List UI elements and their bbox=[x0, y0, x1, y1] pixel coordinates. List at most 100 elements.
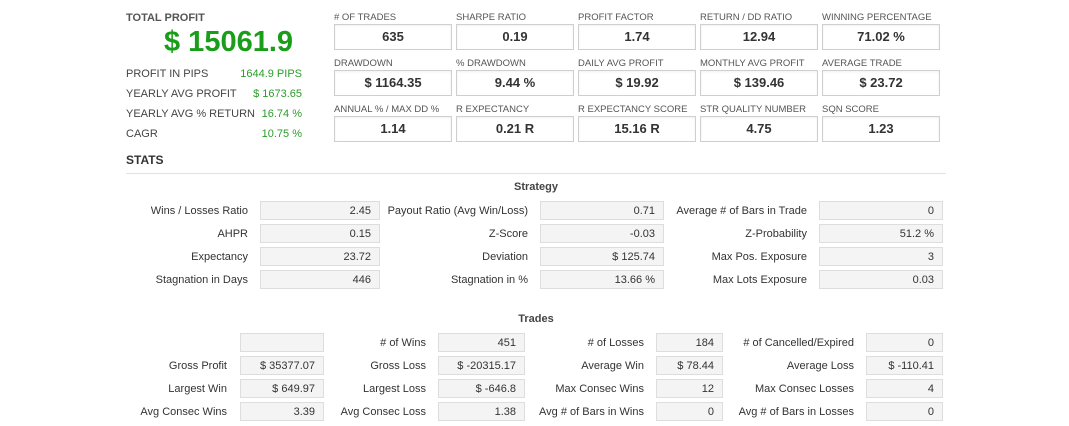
metric-card-sharpe-ratio: SHARPE RATIO 0.19 bbox=[456, 11, 574, 51]
metric-label: STR QUALITY NUMBER bbox=[700, 104, 806, 115]
strategy-value: 13.66 % bbox=[540, 270, 664, 289]
summary-row-label: PROFIT IN PIPS bbox=[126, 68, 209, 80]
metric-value: $ 139.46 bbox=[700, 70, 818, 96]
trades-value bbox=[240, 333, 324, 352]
metric-value: 635 bbox=[334, 24, 452, 50]
metric-value: 1.74 bbox=[578, 24, 696, 50]
strategy-value: 0.03 bbox=[819, 270, 943, 289]
summary-row-label: CAGR bbox=[126, 128, 158, 140]
summary-row: PROFIT IN PIPS 1644.9 PIPS bbox=[126, 68, 302, 84]
metric-card-return-dd-ratio: RETURN / DD RATIO 12.94 bbox=[700, 11, 818, 51]
metric-value: 0.21 R bbox=[456, 116, 574, 142]
metric-value: 1.14 bbox=[334, 116, 452, 142]
metric-label: RETURN / DD RATIO bbox=[700, 12, 793, 23]
metric-value: 0.19 bbox=[456, 24, 574, 50]
metric-label: R EXPECTANCY SCORE bbox=[578, 104, 688, 115]
summary-row-label: YEARLY AVG PROFIT bbox=[126, 88, 237, 100]
metric-value: $ 1164.35 bbox=[334, 70, 452, 96]
strategy-label: Z-Probability bbox=[745, 228, 807, 240]
metric-card-str-quality-number: STR QUALITY NUMBER 4.75 bbox=[700, 103, 818, 143]
trades-label: Avg # of Bars in Wins bbox=[539, 406, 644, 418]
strategy-label: Deviation bbox=[482, 251, 528, 263]
metric-label: WINNING PERCENTAGE bbox=[822, 12, 932, 23]
metric-card-monthly-avg-profit: MONTHLY AVG PROFIT $ 139.46 bbox=[700, 57, 818, 97]
strategy-label: Max Lots Exposure bbox=[712, 274, 807, 286]
strategy-value: 23.72 bbox=[260, 247, 380, 266]
metric-card-r-expectancy: R EXPECTANCY 0.21 R bbox=[456, 103, 574, 143]
trades-heading: Trades bbox=[518, 313, 554, 325]
strategy-label: Max Pos. Exposure bbox=[711, 251, 807, 263]
trades-label: Gross Profit bbox=[168, 360, 227, 372]
strategy-value: 0.71 bbox=[540, 201, 664, 220]
trades-value: 1.38 bbox=[438, 402, 525, 421]
summary-row-label: YEARLY AVG % RETURN bbox=[126, 108, 255, 120]
strategy-value: 0 bbox=[819, 201, 943, 220]
trades-label: Max Consec Losses bbox=[754, 383, 854, 395]
strategy-value: -0.03 bbox=[540, 224, 664, 243]
summary-row: YEARLY AVG PROFIT $ 1673.65 bbox=[126, 88, 302, 104]
strategy-value: 2.45 bbox=[260, 201, 380, 220]
metric-card-sqn-score: SQN SCORE 1.23 bbox=[822, 103, 940, 143]
metric-value: 71.02 % bbox=[822, 24, 940, 50]
metric-label: ANNUAL % / MAX DD % bbox=[334, 104, 440, 115]
stats-heading: STATS bbox=[126, 153, 164, 167]
metric-value: 15.16 R bbox=[578, 116, 696, 142]
strategy-label: Wins / Losses Ratio bbox=[150, 205, 248, 217]
summary-row: YEARLY AVG % RETURN 16.74 % bbox=[126, 108, 302, 124]
trades-value: 184 bbox=[656, 333, 723, 352]
metric-label: MONTHLY AVG PROFIT bbox=[700, 58, 805, 69]
strategy-value: 0.15 bbox=[260, 224, 380, 243]
trades-label bbox=[100, 333, 227, 353]
trades-label: Max Consec Wins bbox=[555, 383, 644, 395]
strategy-label: Stagnation in Days bbox=[155, 274, 248, 286]
trades-value: 0 bbox=[866, 333, 943, 352]
trades-value: $ -20315.17 bbox=[438, 356, 525, 375]
trades-label: # of Losses bbox=[587, 337, 644, 349]
summary-row-value: $ 1673.65 bbox=[253, 88, 302, 100]
summary-row: CAGR 10.75 % bbox=[126, 128, 302, 144]
trades-label: Average Loss bbox=[786, 360, 854, 372]
trades-value: $ -646.8 bbox=[438, 379, 525, 398]
trades-value: 451 bbox=[438, 333, 525, 352]
metric-label: PROFIT FACTOR bbox=[578, 12, 654, 23]
metric-value: 1.23 bbox=[822, 116, 940, 142]
trades-label: # of Wins bbox=[380, 337, 426, 349]
metric-card-percent-drawdown: % DRAWDOWN 9.44 % bbox=[456, 57, 574, 97]
strategy-label: Stagnation in % bbox=[450, 274, 528, 286]
strategy-label: Average # of Bars in Trade bbox=[676, 205, 807, 217]
trades-value: 3.39 bbox=[240, 402, 324, 421]
metric-card-average-trade: AVERAGE TRADE $ 23.72 bbox=[822, 57, 940, 97]
metric-label: R EXPECTANCY bbox=[456, 104, 530, 115]
metric-value: $ 19.92 bbox=[578, 70, 696, 96]
strategy-heading: Strategy bbox=[513, 181, 559, 193]
strategy-label: AHPR bbox=[217, 228, 248, 240]
trades-label: # of Cancelled/Expired bbox=[743, 337, 854, 349]
trades-value: $ 649.97 bbox=[240, 379, 324, 398]
metric-label: AVERAGE TRADE bbox=[822, 58, 902, 69]
metric-label: SQN SCORE bbox=[822, 104, 880, 115]
metric-card-winning-percentage: WINNING PERCENTAGE 71.02 % bbox=[822, 11, 940, 51]
trades-value: 4 bbox=[866, 379, 943, 398]
stats-divider bbox=[126, 173, 946, 174]
strategy-value: 3 bbox=[819, 247, 943, 266]
trades-label: Avg Consec Wins bbox=[140, 406, 227, 418]
trades-value: $ 35377.07 bbox=[240, 356, 324, 375]
summary-row-value: 10.75 % bbox=[261, 128, 302, 140]
metric-label: % DRAWDOWN bbox=[456, 58, 526, 69]
metric-value: 9.44 % bbox=[456, 70, 574, 96]
trades-value: $ -110.41 bbox=[866, 356, 943, 375]
trades-label: Largest Loss bbox=[363, 383, 426, 395]
metric-label: DRAWDOWN bbox=[334, 58, 393, 69]
total-profit-label: TOTAL PROFIT bbox=[126, 12, 205, 24]
metric-value: $ 23.72 bbox=[822, 70, 940, 96]
trades-value: 0 bbox=[656, 402, 723, 421]
strategy-label: Z-Score bbox=[488, 228, 528, 240]
strategy-label: Expectancy bbox=[191, 251, 248, 263]
metric-card-daily-avg-profit: DAILY AVG PROFIT $ 19.92 bbox=[578, 57, 696, 97]
metric-value: 4.75 bbox=[700, 116, 818, 142]
trades-value: 12 bbox=[656, 379, 723, 398]
metric-card-annual-max-dd: ANNUAL % / MAX DD % 1.14 bbox=[334, 103, 452, 143]
trades-label: Avg Consec Loss bbox=[340, 406, 426, 418]
metric-value: 12.94 bbox=[700, 24, 818, 50]
summary-row-value: 16.74 % bbox=[261, 108, 302, 120]
